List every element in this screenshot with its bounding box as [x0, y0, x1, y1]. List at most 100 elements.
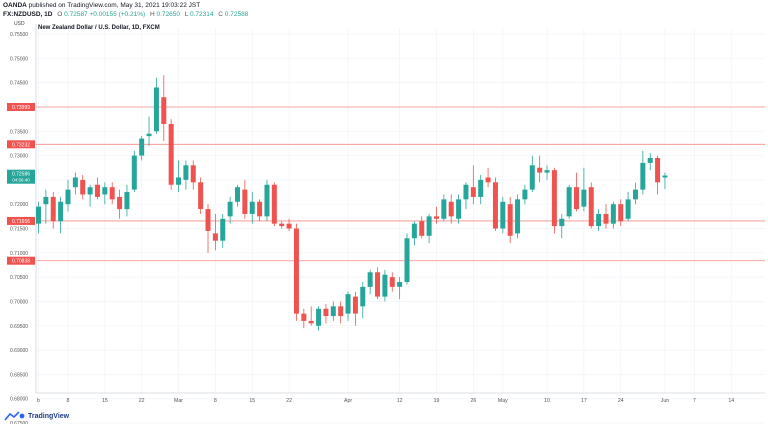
candle-body: [131, 155, 137, 190]
x-tick-label: 19: [434, 398, 440, 404]
candle: [338, 301, 344, 324]
tradingview-footer[interactable]: TradingView: [4, 410, 69, 422]
candle-body: [588, 187, 594, 227]
candle-body: [242, 189, 248, 214]
candle-body: [566, 187, 572, 217]
x-tick-label: Mar: [174, 398, 183, 404]
candle-body: [212, 233, 218, 241]
symbol-label: FX:NZDUSD, 1D: [3, 11, 53, 18]
candle-body: [198, 182, 204, 210]
candle-body: [117, 196, 123, 210]
candle-body: [190, 165, 196, 183]
candle: [662, 172, 668, 190]
candle-body: [544, 170, 550, 173]
open-value: 0.72587: [64, 11, 88, 18]
level-tag-label: 0.71656: [12, 219, 30, 225]
close-value: 0.72588: [224, 11, 249, 18]
candle-body: [80, 179, 86, 195]
candle: [220, 213, 226, 248]
candle: [293, 223, 299, 321]
y-tick-label: 0.75000: [10, 56, 28, 62]
candle-body: [603, 213, 609, 224]
candle: [485, 167, 491, 188]
candle: [419, 216, 425, 239]
y-tick-label: 0.67500: [10, 421, 28, 424]
x-tick-label: 26: [470, 398, 476, 404]
y-tick-label: 0.73000: [10, 154, 28, 160]
candle-body: [389, 277, 395, 287]
candle-body: [419, 221, 425, 236]
level-tag: [7, 102, 35, 111]
candle: [43, 189, 49, 224]
candle: [183, 160, 189, 190]
candle: [271, 182, 277, 227]
candle-body: [397, 282, 403, 287]
candle: [625, 192, 631, 222]
candle: [124, 184, 130, 217]
candle: [537, 155, 543, 183]
x-tick-label: 8: [214, 398, 217, 404]
candle: [470, 165, 476, 205]
brand-name: OANDA: [3, 2, 27, 9]
candle-body: [625, 199, 631, 219]
low-label: L: [184, 11, 189, 18]
candle-body: [36, 206, 41, 224]
candle: [153, 77, 159, 134]
candle-body: [485, 177, 491, 183]
candle: [632, 182, 638, 205]
x-tick-label: Apr: [344, 398, 352, 404]
candle-body: [640, 162, 646, 190]
candle: [515, 194, 521, 239]
y-tick-label: 0.72000: [10, 202, 28, 208]
candle: [441, 194, 447, 222]
candle-body: [293, 228, 299, 314]
candle-body: [382, 274, 388, 297]
candle-body: [507, 204, 513, 236]
publish-info: published on TradingView.com, May 31, 20…: [28, 2, 201, 9]
candle: [286, 218, 292, 231]
candle: [551, 167, 557, 234]
candle: [205, 204, 211, 253]
candle-body: [360, 286, 366, 307]
candle-body: [522, 189, 528, 200]
candle: [426, 213, 432, 244]
candle: [603, 204, 609, 229]
candle: [227, 196, 233, 224]
header-ohlc-line: FX:NZDUSD, 1D O 0.72587 +0.00155 (+0.21%…: [3, 11, 248, 19]
candle: [389, 272, 395, 292]
candle: [72, 172, 78, 195]
candle-body: [205, 209, 211, 231]
candle: [448, 194, 454, 224]
candle-body: [146, 133, 152, 137]
change-value: +0.00155 (+0.21%): [89, 11, 146, 18]
candle-body: [375, 272, 381, 297]
candle-body: [448, 201, 454, 217]
candle: [139, 136, 145, 161]
level-tag: [7, 140, 35, 149]
candle: [264, 179, 270, 222]
candle: [65, 179, 71, 212]
candle-body: [492, 182, 498, 229]
x-tick-label: 15: [249, 398, 255, 404]
candle-body: [227, 201, 233, 217]
level-tag-label: 0.73232: [12, 142, 30, 148]
candle-body: [367, 272, 373, 287]
candle: [610, 201, 616, 229]
candle: [647, 153, 653, 171]
x-tick-label: May: [498, 398, 508, 404]
candle-body: [426, 216, 432, 236]
candle-body: [404, 238, 410, 283]
candle: [360, 282, 366, 319]
candle-body: [176, 177, 182, 185]
candle: [257, 199, 263, 222]
y-tick-label: 0.69000: [10, 348, 28, 354]
candle: [544, 165, 550, 180]
last-price-box: [7, 169, 35, 184]
level-tag: [7, 256, 35, 265]
candle: [463, 182, 469, 210]
candle-body: [58, 201, 64, 222]
candle-body: [109, 187, 115, 200]
candle: [301, 308, 307, 329]
candle: [559, 213, 565, 239]
